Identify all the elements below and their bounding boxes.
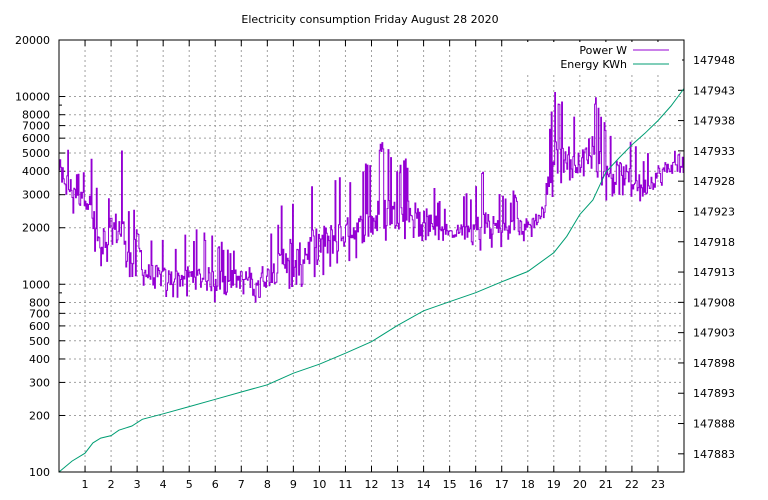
y-tick-label: 10000 xyxy=(15,91,50,104)
y2-tick-label: 147938 xyxy=(693,115,735,128)
x-tick-label: 8 xyxy=(264,478,271,491)
y2-tick-label: 147923 xyxy=(693,205,735,218)
y-tick-label: 700 xyxy=(29,307,50,320)
y2-tick-label: 147883 xyxy=(693,448,735,461)
y-tick-label: 100 xyxy=(29,466,50,479)
x-tick-label: 14 xyxy=(417,478,431,491)
y-axis-right: 147883 147888 147893 147898 147903 147908 1479… xyxy=(678,54,735,461)
y2-tick-label: 147928 xyxy=(693,175,735,188)
x-tick-label: 22 xyxy=(625,478,639,491)
x-tick-label: 2 xyxy=(108,478,115,491)
x-tick-label: 11 xyxy=(338,478,352,491)
y2-tick-label: 147888 xyxy=(693,418,735,431)
y-tick-label: 200 xyxy=(29,409,50,422)
x-tick-label: 13 xyxy=(391,478,405,491)
y-tick-label: 8000 xyxy=(22,109,50,122)
y-tick-label: 600 xyxy=(29,320,50,333)
y2-tick-label: 147903 xyxy=(693,327,735,340)
y2-tick-label: 147913 xyxy=(693,266,735,279)
y2-tick-label: 147943 xyxy=(693,84,735,97)
y-tick-label: 4000 xyxy=(22,165,50,178)
y-tick-label: 300 xyxy=(29,376,50,389)
x-tick-label: 16 xyxy=(469,478,483,491)
x-tick-label: 15 xyxy=(443,478,457,491)
y-tick-label: 1000 xyxy=(22,278,50,291)
x-tick-label: 21 xyxy=(599,478,613,491)
x-tick-label: 12 xyxy=(365,478,379,491)
x-tick-label: 20 xyxy=(573,478,587,491)
y-tick-label: 500 xyxy=(29,335,50,348)
plot-frame xyxy=(58,39,685,473)
x-tick-label: 7 xyxy=(238,478,245,491)
series-layer xyxy=(58,88,685,473)
x-tick-label: 19 xyxy=(547,478,561,491)
x-tick-label: 10 xyxy=(312,478,326,491)
y2-tick-label: 147908 xyxy=(693,296,735,309)
x-tick-label: 9 xyxy=(290,478,297,491)
x-tick-label: 4 xyxy=(160,478,167,491)
chart-title: Electricity consumption Friday August 28… xyxy=(241,13,498,26)
y-tick-label: 20000 xyxy=(15,34,50,47)
y-tick-label: 7000 xyxy=(22,120,50,133)
x-tick-label: 5 xyxy=(186,478,193,491)
x-tick-label: 1 xyxy=(82,478,89,491)
y-tick-label: 5000 xyxy=(22,147,50,160)
y-tick-label: 2000 xyxy=(22,222,50,235)
x-tick-label: 23 xyxy=(651,478,665,491)
legend: Power W Energy KWh xyxy=(520,42,682,72)
y2-tick-label: 147893 xyxy=(693,387,735,400)
x-tick-label: 18 xyxy=(521,478,535,491)
y-tick-label: 3000 xyxy=(22,189,50,202)
y2-tick-label: 147898 xyxy=(693,357,735,370)
y-tick-label: 800 xyxy=(29,296,50,309)
legend-label-power: Power W xyxy=(579,44,627,57)
x-axis: 1 2 3 4 5 6 7 8 9 10 11 12 13 14 15 16 17 18 19 20 21 22 23 xyxy=(82,40,665,491)
x-tick-label: 17 xyxy=(495,478,509,491)
legend-label-energy: Energy KWh xyxy=(560,58,627,71)
series-energy-line xyxy=(58,88,685,473)
series-power-line xyxy=(59,92,685,303)
y2-tick-label: 147933 xyxy=(693,145,735,158)
y-tick-label: 400 xyxy=(29,353,50,366)
y-tick-label: 6000 xyxy=(22,132,50,145)
y2-tick-label: 147918 xyxy=(693,236,735,249)
y2-tick-label: 147948 xyxy=(693,54,735,67)
x-tick-label: 3 xyxy=(134,478,141,491)
x-tick-label: 6 xyxy=(212,478,219,491)
legend-background xyxy=(520,42,682,72)
